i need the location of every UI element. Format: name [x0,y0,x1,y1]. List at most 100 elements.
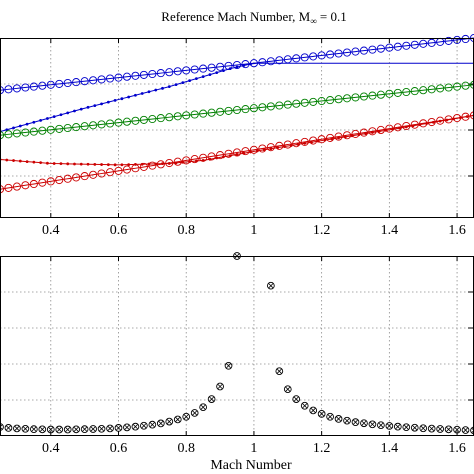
bottom-series-0-cross [0,424,3,430]
bottom-plot-area [0,256,474,436]
bottom-series-0-point [156,419,165,428]
top-series-1-point [161,86,164,90]
bottom-series-0-point [190,409,199,417]
top-series-1-point [228,67,232,70]
bottom-series-0-point [377,421,385,430]
bottom-series-0-point [72,425,81,434]
bottom-series-0-point [140,421,148,430]
top-series-0-point [0,86,5,95]
bottom-series-0-point [360,419,368,428]
top-series-0-point [190,65,199,74]
bottom-series-0-point [30,425,38,434]
top-series-4-point [351,129,360,138]
top-series-4-point [444,115,453,124]
top-plot-panel: 0.4 0.6 0.8 1 1.2 1.4 1.6 [0,33,474,238]
top-series-1-point [93,104,97,108]
top-series-0-point [80,77,89,86]
top-x-tick-label: 1 [250,223,257,238]
bottom-series-0-point [0,423,4,431]
chart-title-main: Reference Mach Number, M [161,9,310,24]
top-series-2-point [436,84,445,93]
top-series-3-point [52,162,56,165]
top-series-3-point [262,148,266,152]
bottom-series-0-cross [412,425,418,431]
top-x-tick-label: 1.4 [381,223,399,238]
top-series-0-point [232,60,242,70]
top-series-3-point [120,163,124,167]
bottom-series-0-point [410,423,419,432]
top-series-2-point [258,103,267,112]
bottom-series-0-cross [395,424,401,430]
bottom-series-0-cross [23,426,28,432]
top-series-3-point [235,153,239,156]
top-series-0-point [55,79,64,88]
bottom-series-0-cross [158,421,164,426]
bottom-series-0-cross [65,427,71,432]
top-series-2-point [55,124,64,133]
top-series-0-line [0,37,474,91]
x-axis-label: Mach Number [210,458,292,473]
top-series-0-point [122,72,132,81]
bottom-series-0-cross [268,283,274,289]
top-series-2-line [0,84,474,136]
top-series-2-point [131,116,140,125]
bottom-series-0-point [351,418,360,426]
top-series-2-point [29,127,38,136]
top-series-4-point [105,168,115,177]
top-series-2-point [342,94,352,103]
bottom-series-0-cross [344,418,350,424]
top-series-2-point [393,88,402,97]
top-series-0-point [72,78,81,87]
bottom-series-0-point [114,424,123,432]
top-series-4-point [114,166,123,175]
top-series-2-point [444,83,453,92]
top-series-3-point [337,136,340,140]
bottom-series-0-cross [217,384,223,389]
bottom-series-0-point [80,425,89,434]
top-series-3-point [113,163,117,167]
bottom-series-0-cross [107,426,113,431]
top-series-2-point [410,87,419,96]
top-series-3-point [66,162,70,166]
top-series-4-point [461,112,470,121]
bottom-series-0-point [173,415,182,424]
top-series-0-point [38,81,47,90]
top-series-0-point [453,35,462,44]
top-series-4-point [38,178,47,187]
top-series-0-point [376,44,385,53]
top-series-2-point [173,112,182,121]
top-series-4-point [97,169,106,178]
top-series-4-point [309,136,318,145]
bottom-series-0-point [38,425,47,434]
top-series-1-point [242,64,246,67]
bottom-series-0-cross [133,424,138,430]
top-series-0-point [444,36,453,45]
top-series-3-point [25,160,29,164]
bottom-series-0-cross [56,427,62,432]
bottom-series-0-point [453,425,461,434]
top-series-2-point [12,129,21,138]
bottom-series-0-cross [31,426,37,432]
top-series-1-point [249,62,252,66]
top-series-4-point [275,141,284,150]
bottom-series-0-point [385,422,394,430]
top-series-2-point [275,101,284,110]
top-series-1-point [154,88,158,92]
bottom-x-tick-label: 1.6 [448,441,466,456]
bottom-series-0-point [275,367,284,376]
top-series-2-point [376,90,385,99]
top-series-1-point [140,92,144,95]
bottom-series-0-cross [39,426,45,432]
top-series-0-point [173,67,182,76]
top-series-1-point [127,95,131,99]
top-series-2-point [427,85,436,94]
top-series-3-point [269,147,273,151]
bottom-plot-panel: 0.4 0.6 0.8 1 1.2 1.4 1.6 [0,252,474,456]
top-series-0-point [402,41,411,50]
bottom-series-0-point [292,395,301,403]
chart-title: Reference Mach Number, M∞ = 0.1 [161,9,346,26]
top-series-2-point [300,98,309,107]
bottom-series-0-point [309,406,318,415]
bottom-series-0-point [436,425,444,433]
